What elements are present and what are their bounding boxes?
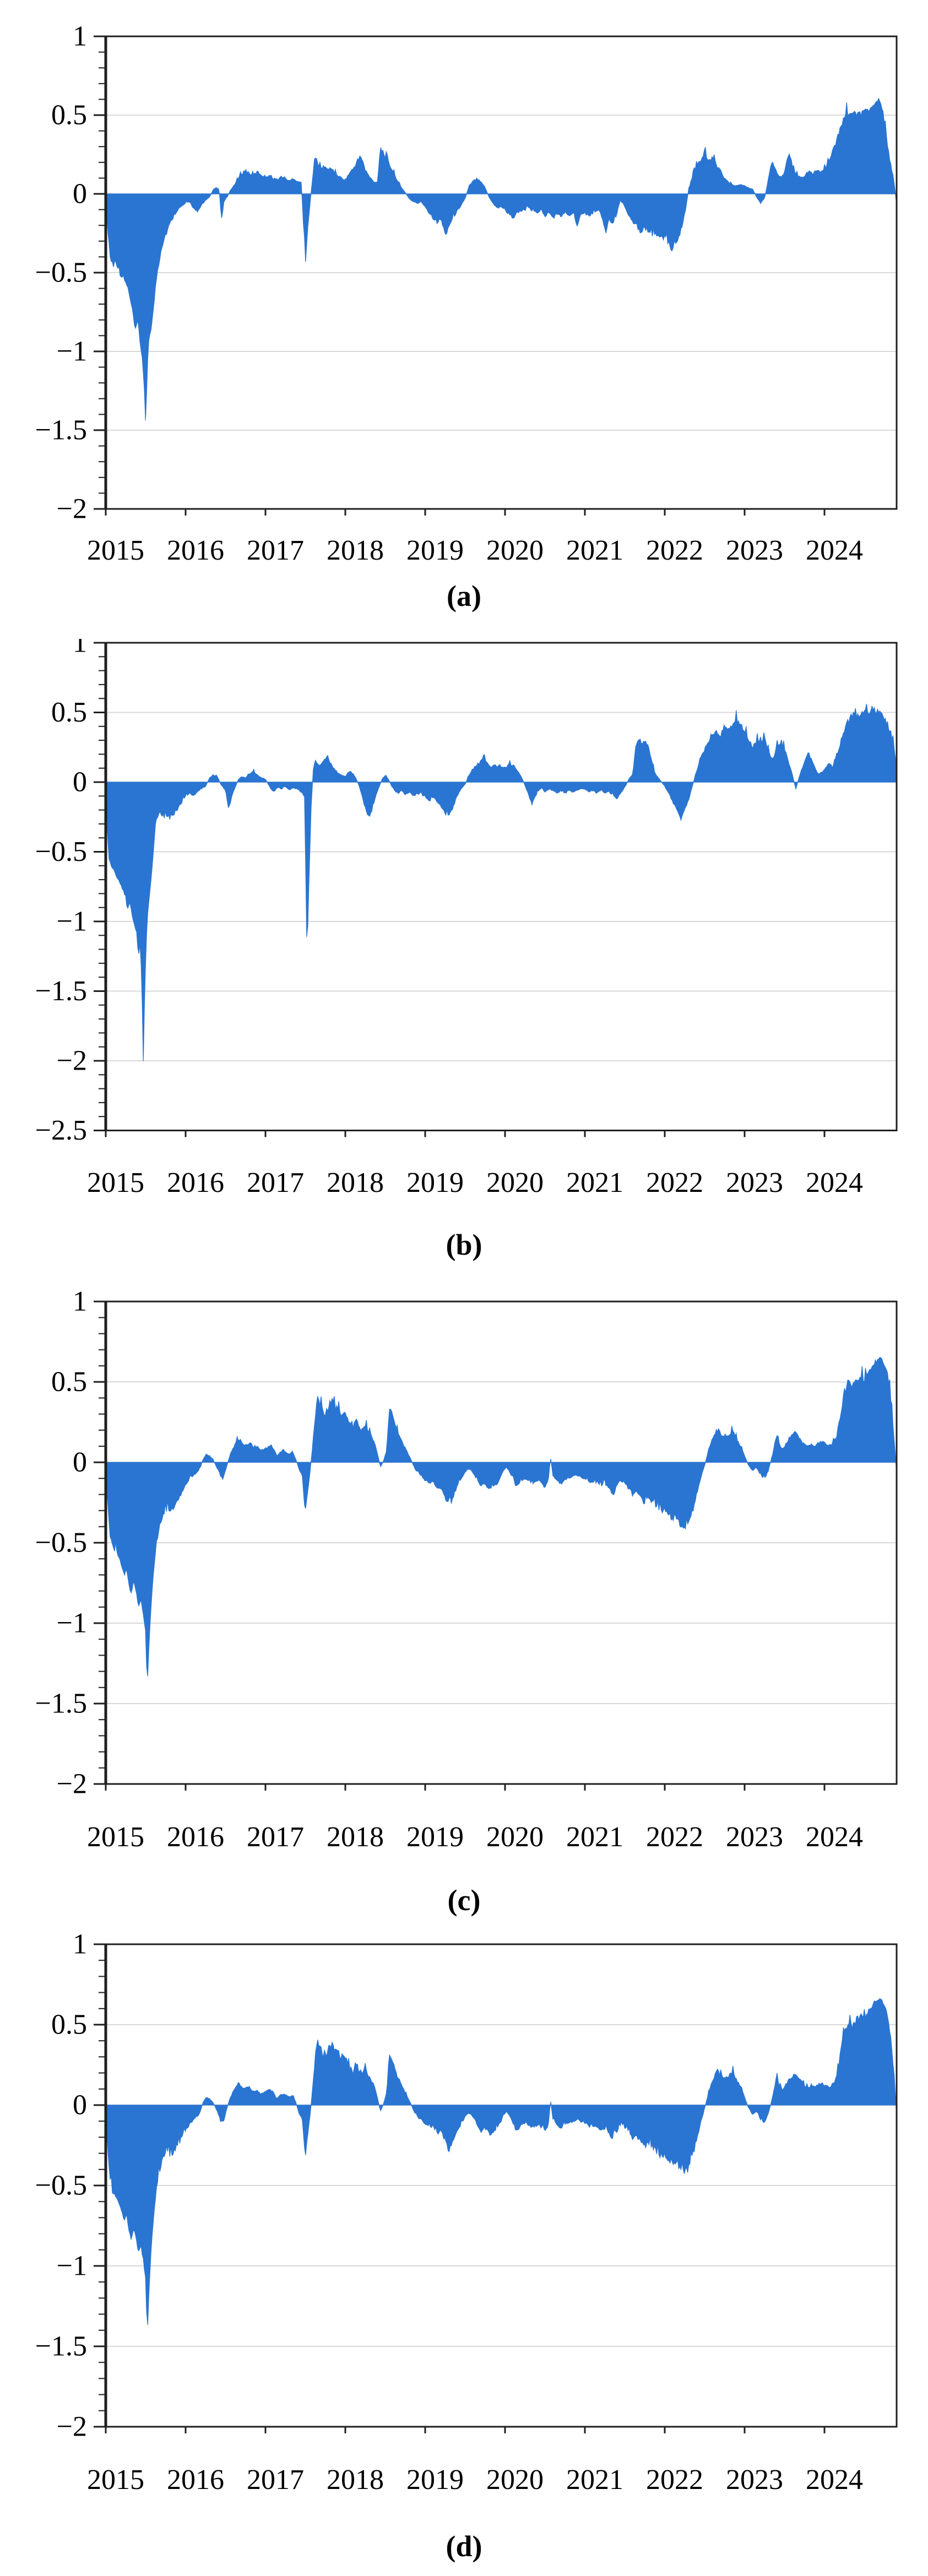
svg-text:−1: −1 — [57, 1608, 87, 1639]
svg-text:−1: −1 — [57, 336, 87, 367]
svg-text:2018: 2018 — [327, 1167, 384, 1198]
svg-text:−0.5: −0.5 — [35, 257, 87, 289]
svg-text:2016: 2016 — [167, 1821, 224, 1853]
svg-text:2021: 2021 — [566, 535, 623, 566]
chart-panel-a: 1 0.5 0 −0.5 −1 −1.5 −2 2015 2016 2017 2018 2019 202… — [0, 0, 928, 644]
svg-text:2015: 2015 — [87, 1821, 144, 1853]
svg-text:2016: 2016 — [167, 2464, 224, 2496]
svg-text:0.5: 0.5 — [51, 100, 87, 131]
svg-text:2018: 2018 — [327, 535, 384, 566]
svg-text:2018: 2018 — [327, 2464, 384, 2496]
svg-text:−2.5: −2.5 — [35, 1115, 87, 1146]
svg-text:2015: 2015 — [87, 1167, 144, 1198]
svg-text:2017: 2017 — [247, 1821, 304, 1853]
svg-text:2021: 2021 — [566, 2464, 623, 2496]
svg-text:−1.5: −1.5 — [35, 975, 87, 1007]
svg-text:1: 1 — [73, 21, 87, 52]
svg-text:2022: 2022 — [646, 1821, 703, 1853]
svg-text:−1.5: −1.5 — [35, 1688, 87, 1720]
svg-text:2020: 2020 — [486, 1821, 544, 1853]
chart-panel-c: 1 0.5 0 −0.5 −1 −1.5 −2 2015 2016 2017 2018 2019 202… — [0, 1289, 928, 1932]
svg-text:−1: −1 — [57, 906, 87, 937]
svg-text:−1.5: −1.5 — [35, 415, 87, 446]
svg-text:2016: 2016 — [167, 535, 224, 566]
svg-text:2024: 2024 — [806, 535, 863, 566]
svg-text:2024: 2024 — [806, 2464, 863, 2496]
svg-text:2020: 2020 — [486, 1167, 544, 1198]
svg-text:0.5: 0.5 — [51, 697, 87, 728]
svg-text:2024: 2024 — [806, 1821, 863, 1853]
svg-text:2023: 2023 — [726, 535, 783, 566]
svg-text:0: 0 — [73, 2090, 87, 2121]
svg-text:2020: 2020 — [486, 2464, 544, 2496]
svg-text:2021: 2021 — [566, 1821, 623, 1853]
svg-text:−0.5: −0.5 — [35, 1527, 87, 1559]
chart-c-caption: (c) — [447, 1884, 481, 1917]
svg-text:0: 0 — [73, 178, 87, 210]
svg-text:2019: 2019 — [406, 1167, 464, 1198]
svg-text:−0.5: −0.5 — [35, 836, 87, 867]
chart-b-caption: (b) — [446, 1228, 482, 1261]
svg-text:2024: 2024 — [806, 1167, 863, 1198]
svg-text:2022: 2022 — [646, 2464, 703, 2496]
svg-text:2019: 2019 — [406, 2464, 464, 2496]
chart-d-caption: (d) — [446, 2530, 482, 2563]
svg-text:2018: 2018 — [327, 1821, 384, 1853]
svg-text:−1.5: −1.5 — [35, 2331, 87, 2362]
svg-text:0: 0 — [73, 767, 87, 798]
svg-text:−2: −2 — [57, 2411, 87, 2443]
svg-text:2021: 2021 — [566, 1167, 623, 1198]
svg-text:−2: −2 — [57, 493, 87, 525]
svg-text:2015: 2015 — [87, 2464, 144, 2496]
svg-text:2020: 2020 — [486, 535, 544, 566]
svg-text:2023: 2023 — [726, 1167, 783, 1198]
svg-text:0.5: 0.5 — [51, 1366, 87, 1398]
svg-text:2019: 2019 — [406, 535, 464, 566]
svg-text:1: 1 — [73, 1289, 87, 1317]
svg-text:2023: 2023 — [726, 1821, 783, 1853]
svg-text:0: 0 — [73, 1447, 87, 1478]
chart-panel-b: 1 0.5 0 −0.5 −1 −1.5 −2 −2.5 2015 2016 2017 2018 201… — [0, 639, 928, 1289]
chart-a-caption: (a) — [447, 579, 481, 612]
svg-text:2017: 2017 — [247, 535, 304, 566]
svg-text:2016: 2016 — [167, 1167, 224, 1198]
svg-text:2022: 2022 — [646, 535, 703, 566]
svg-text:2017: 2017 — [247, 1167, 304, 1198]
svg-text:2022: 2022 — [646, 1167, 703, 1198]
svg-text:−1: −1 — [57, 2250, 87, 2282]
svg-text:1: 1 — [73, 639, 87, 659]
svg-text:0.5: 0.5 — [51, 2009, 87, 2041]
svg-text:2015: 2015 — [87, 535, 144, 566]
svg-text:2017: 2017 — [247, 2464, 304, 2496]
svg-text:2019: 2019 — [406, 1821, 464, 1853]
svg-text:2023: 2023 — [726, 2464, 783, 2496]
svg-text:−0.5: −0.5 — [35, 2170, 87, 2201]
chart-panel-d: 1 0.5 0 −0.5 −1 −1.5 −2 2015 2016 2017 2018 2019 202… — [0, 1932, 928, 2576]
svg-text:1: 1 — [73, 1932, 87, 1960]
svg-text:−2: −2 — [57, 1769, 87, 1800]
svg-text:−2: −2 — [57, 1045, 87, 1077]
